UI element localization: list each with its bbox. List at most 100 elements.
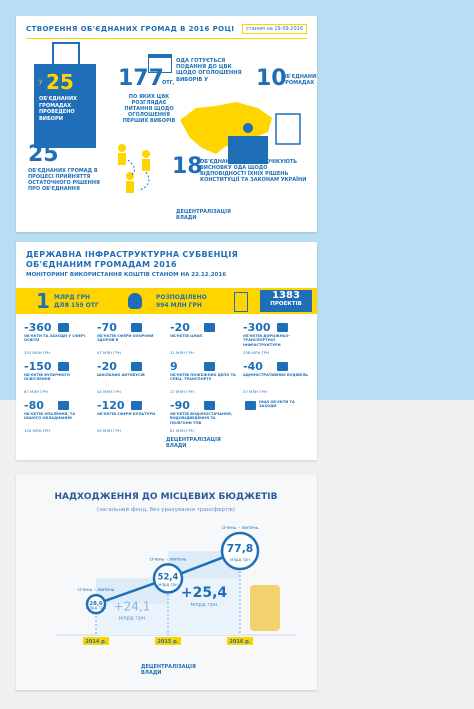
- item-icon: [58, 401, 69, 410]
- text: ДЛЯ 159 ОТГ: [54, 302, 99, 309]
- logo-line: ВЛАДИ: [176, 214, 197, 221]
- item-number: -80: [24, 399, 44, 412]
- value-unit: млрд грн: [230, 557, 250, 562]
- item-number: -20: [97, 360, 117, 373]
- number: 10: [256, 66, 287, 91]
- moneybag-illustration: [250, 585, 280, 631]
- item-sum: 253 млн грн: [24, 350, 51, 355]
- card-elections: СТВОРЕННЯ ОБ'ЄДНАНИХ ГРОМАД В 2016 РОЦІ …: [16, 16, 317, 232]
- logo-line: ДЕЦЕНТРАЛІЗАЦІЯ: [176, 209, 231, 215]
- item-sum: 126 млн грн: [24, 428, 51, 433]
- number: 25: [46, 70, 74, 94]
- chart-title: НАДХОДЖЕННЯ ДО МІСЦЕВИХ БЮДЖЕТІВ: [54, 492, 277, 502]
- item-text: об'єкти та заходи у сфері освіти: [24, 334, 85, 343]
- prefix: у: [39, 78, 43, 85]
- item-icon: [58, 323, 69, 332]
- text: об'єднаних громадах проведено вибори: [39, 96, 77, 122]
- card-title: ДЕРЖАВНА ІНФРАСТРУКТУРНА СУБВЕНЦІЯ: [26, 250, 239, 259]
- value-unit: млрд грн: [158, 582, 178, 587]
- item-number: -70: [97, 321, 117, 334]
- chart-subtitle: (загальний фонд, без урахування трансфер…: [97, 506, 235, 513]
- people-icons: [118, 144, 150, 193]
- category-box: [155, 637, 181, 645]
- text: по яких ЦВК розглядає питання щодо оголо…: [122, 94, 176, 124]
- item-text: об'єктів водопостачання, водовідведення …: [170, 412, 233, 425]
- item-icon: [204, 401, 215, 410]
- grid-cell: -20 шкільних автобусів 44 млн грн: [97, 361, 167, 397]
- item-icon: [277, 362, 288, 371]
- item-text: об'єктів пожежних депо та спец. транспор…: [170, 373, 236, 382]
- grid-cell: -90 об'єктів водопостачання, водовідведен…: [170, 400, 240, 436]
- person: [243, 123, 253, 133]
- text: МЛРД ГРН: [54, 294, 91, 301]
- item-sum: 47 млн грн: [97, 350, 121, 355]
- item-text: об'єктів дорожньо-транспортної інфрастру…: [243, 334, 290, 347]
- grid-cell: -70 об'єктів сфери охорони здоров'я 47 млн…: [97, 322, 167, 358]
- item-icon: [204, 323, 215, 332]
- item-icon: [131, 401, 142, 410]
- text: 994 МЛН ГРН: [156, 302, 202, 309]
- item-sum: 258 млн грн: [243, 350, 270, 355]
- text: ПРОЕКТІВ: [270, 301, 302, 307]
- logo: ДЕЦЕНТРАЛІЗАЦІЯ ВЛАДИ: [166, 437, 221, 449]
- x-tick-label: 2015 р.: [157, 639, 178, 645]
- map-illustration: [180, 102, 301, 164]
- grid-cell: інші об'єкти та заходи: [243, 400, 313, 436]
- card-title: ОБ'ЄДНАНИМ ГРОМАДАМ 2016: [26, 260, 177, 269]
- ballot-icon: [52, 42, 80, 66]
- grid-cell: -360 об'єкти та заходи у сфері освіти 253 …: [24, 322, 94, 358]
- grid-cell: -150 об'єктів вуличного освітлення 67 млн …: [24, 361, 94, 397]
- logo-line: ВЛАДИ: [141, 669, 162, 676]
- item-number: -40: [243, 360, 263, 373]
- item-text: об'єктів сфери культури: [97, 412, 156, 416]
- date: станом на 19.09.2016: [242, 24, 307, 34]
- x-tick-label: 2016 р.: [229, 639, 250, 645]
- logo: ДЕЦЕНТРАЛІЗАЦІЯ ВЛАДИ: [176, 209, 231, 221]
- category-box: [83, 637, 109, 645]
- delta-unit: млрд грн: [191, 602, 218, 608]
- item-sum: 27 млн грн: [170, 389, 194, 394]
- item-sum: 44 млн грн: [97, 389, 121, 394]
- item-icon: [58, 362, 69, 371]
- grid-cell: 9 об'єктів пожежних депо та спец. транспо…: [170, 361, 240, 397]
- item-sum: 81 млн грн: [170, 428, 194, 433]
- item-text: об'єктів опалення, та іншого обладнання: [24, 412, 76, 421]
- item-icon: [131, 362, 142, 371]
- number: 1383: [272, 290, 300, 301]
- period-label: січень – липень: [150, 556, 187, 562]
- x-tick-label: 2014 р.: [85, 639, 106, 645]
- number: 18: [172, 154, 203, 179]
- books-icon: [234, 292, 248, 312]
- text: об'єднаних громад в процесі прийняття ос…: [28, 168, 100, 192]
- item-text: об'єктів сфери охорони здоров'я: [97, 334, 154, 343]
- value-label: 28,6: [89, 601, 103, 607]
- card-budget: НАДХОДЖЕННЯ ДО МІСЦЕВИХ БЮДЖЕТІВ (загаль…: [16, 475, 317, 690]
- item-number: -20: [170, 321, 190, 334]
- value-unit: млрд грн: [86, 605, 106, 610]
- item-sum: 21 млн грн: [170, 350, 194, 355]
- item-number: -150: [24, 360, 52, 373]
- value-label: 77,8: [227, 542, 254, 555]
- item-text: об'єктів вуличного освітлення: [24, 373, 71, 382]
- number: 25: [28, 142, 59, 167]
- desk: [228, 136, 268, 164]
- logo-line: ДЕЦЕНТРАЛІЗАЦІЯ: [141, 664, 196, 670]
- item-text: адміністративних будівель: [243, 373, 308, 377]
- logo-line: ВЛАДИ: [166, 442, 187, 449]
- item-sum: 37 млн грн: [243, 389, 267, 394]
- grid-cell: -40 адміністративних будівель 37 млн грн: [243, 361, 313, 397]
- text: РОЗПОДІЛЕНО: [156, 294, 207, 301]
- grid-cell: -300 об'єктів дорожньо-транспортної інфра…: [243, 322, 313, 358]
- summary-band: 1 МЛРД ГРН ДЛЯ 159 ОТГ РОЗПОДІЛЕНО 994 М…: [16, 288, 317, 314]
- item-number: -90: [170, 399, 190, 412]
- grid-cell: -80 об'єктів опалення, та іншого обладнан…: [24, 400, 94, 436]
- point: [152, 563, 184, 594]
- delta-unit: млрд грн: [119, 616, 146, 622]
- value-label: 52,4: [158, 571, 179, 581]
- period-label: січень – липень: [222, 525, 259, 531]
- moneybag-icon: [128, 293, 142, 309]
- subtitle: МОНІТОРИНГ ВИКОРИСТАННЯ КОШТІВ СТАНОМ НА…: [26, 272, 227, 278]
- item-number: -120: [97, 399, 125, 412]
- growth-base: [96, 604, 168, 635]
